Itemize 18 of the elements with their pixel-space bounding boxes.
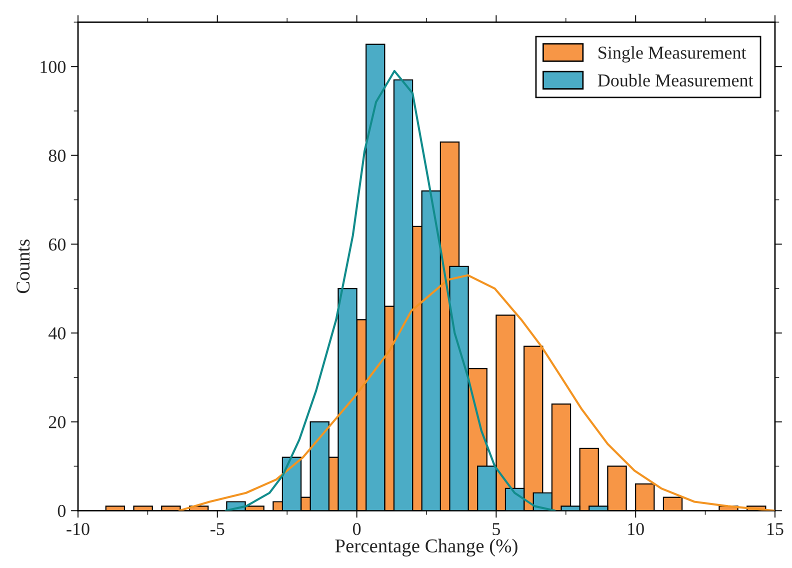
y-tick-label: 0 <box>58 504 66 518</box>
y-tick-label: 40 <box>48 327 66 340</box>
x-tick-label: 0 <box>352 522 361 536</box>
x-tick-label: 5 <box>492 523 500 536</box>
x-tick-label: 15 <box>768 523 784 536</box>
y-tick-label: 80 <box>48 150 66 162</box>
x-tick-label: 10 <box>628 522 644 536</box>
y-axis-title: Counts <box>16 240 30 294</box>
legend-label: Double Measurement <box>598 74 754 87</box>
line-series <box>224 70 556 511</box>
y-tick-label: 20 <box>48 416 66 428</box>
x-axis-title: Percentage Change (%) <box>335 538 518 556</box>
legend-label: Single Measurement <box>598 46 746 63</box>
line-series <box>178 274 775 511</box>
x-tick-label: -10 <box>66 522 90 536</box>
y-tick-label: 100 <box>40 60 66 73</box>
y-tick-label: 60 <box>48 238 66 251</box>
x-tick-label: -5 <box>210 523 224 536</box>
